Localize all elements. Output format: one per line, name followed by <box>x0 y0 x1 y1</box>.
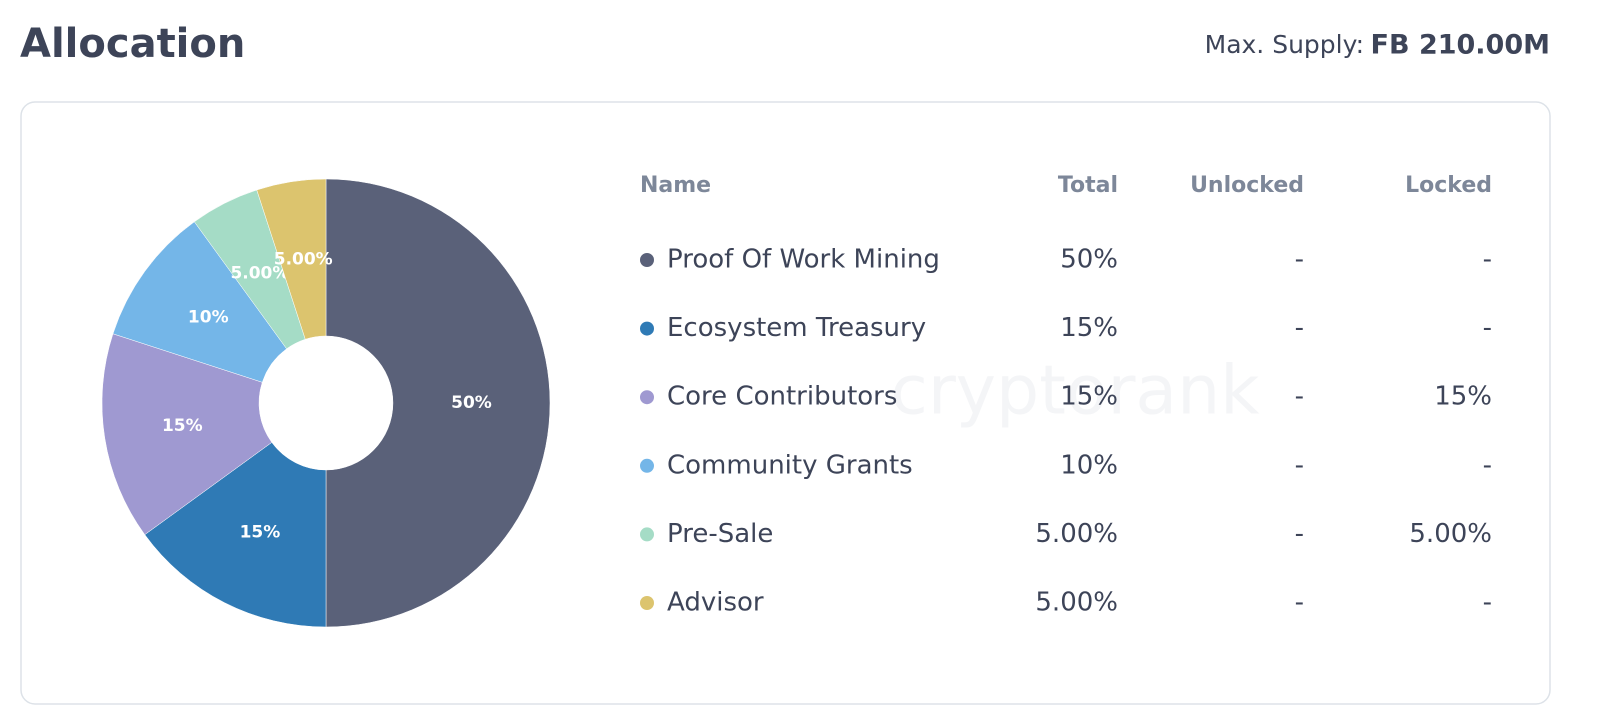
row-name: Community Grants <box>667 450 913 480</box>
row-locked: 5.00% <box>1409 519 1492 549</box>
row-unlocked: - <box>1295 313 1304 343</box>
row-unlocked: - <box>1295 588 1304 618</box>
row-locked: 15% <box>1434 382 1492 412</box>
row-locked: - <box>1483 313 1492 343</box>
legend-dot <box>640 458 654 473</box>
slice-label: 5.00% <box>274 249 333 269</box>
column-header: Total <box>1058 173 1118 198</box>
legend-dot <box>640 253 654 267</box>
supply-value: FB 210.00M <box>1371 30 1550 61</box>
column-header: Unlocked <box>1190 173 1304 198</box>
watermark: cryptorank <box>890 352 1260 431</box>
row-name: Proof Of Work Mining <box>667 245 940 275</box>
column-header: Name <box>640 173 711 198</box>
slice-label: 5.00% <box>230 263 289 283</box>
slice-label: 10% <box>188 307 229 327</box>
row-total: 10% <box>1060 450 1118 480</box>
column-header: Locked <box>1405 173 1492 198</box>
legend-dot <box>640 390 654 405</box>
row-locked: - <box>1483 450 1492 480</box>
row-unlocked: - <box>1295 450 1304 480</box>
row-locked: - <box>1483 588 1492 618</box>
row-unlocked: - <box>1295 245 1304 275</box>
row-unlocked: - <box>1295 382 1304 412</box>
row-locked: - <box>1483 245 1492 275</box>
row-total: 15% <box>1060 382 1118 412</box>
row-total: 50% <box>1060 245 1118 275</box>
pie-slice <box>112 221 287 383</box>
row-total: 15% <box>1060 313 1118 343</box>
legend-dot <box>640 527 654 542</box>
row-name: Pre-Sale <box>667 519 773 549</box>
row-unlocked: - <box>1295 519 1304 549</box>
legend-dot <box>640 321 654 336</box>
row-name: Ecosystem Treasury <box>667 313 926 343</box>
pie-slice <box>256 178 327 340</box>
slice-label: 15% <box>162 416 203 436</box>
legend-dot <box>640 596 654 610</box>
pie-slice <box>325 178 551 628</box>
pie-slice <box>101 333 273 536</box>
row-name: Advisor <box>667 588 764 618</box>
row-name: Core Contributors <box>667 382 897 412</box>
row-total: 5.00% <box>1035 588 1118 618</box>
supply-label: Max. Supply: <box>1205 30 1364 59</box>
row-total: 5.00% <box>1035 519 1118 549</box>
slice-label: 50% <box>451 393 492 413</box>
slice-label: 15% <box>240 523 281 543</box>
title: Allocation <box>20 21 245 67</box>
pie-slice <box>144 442 327 628</box>
